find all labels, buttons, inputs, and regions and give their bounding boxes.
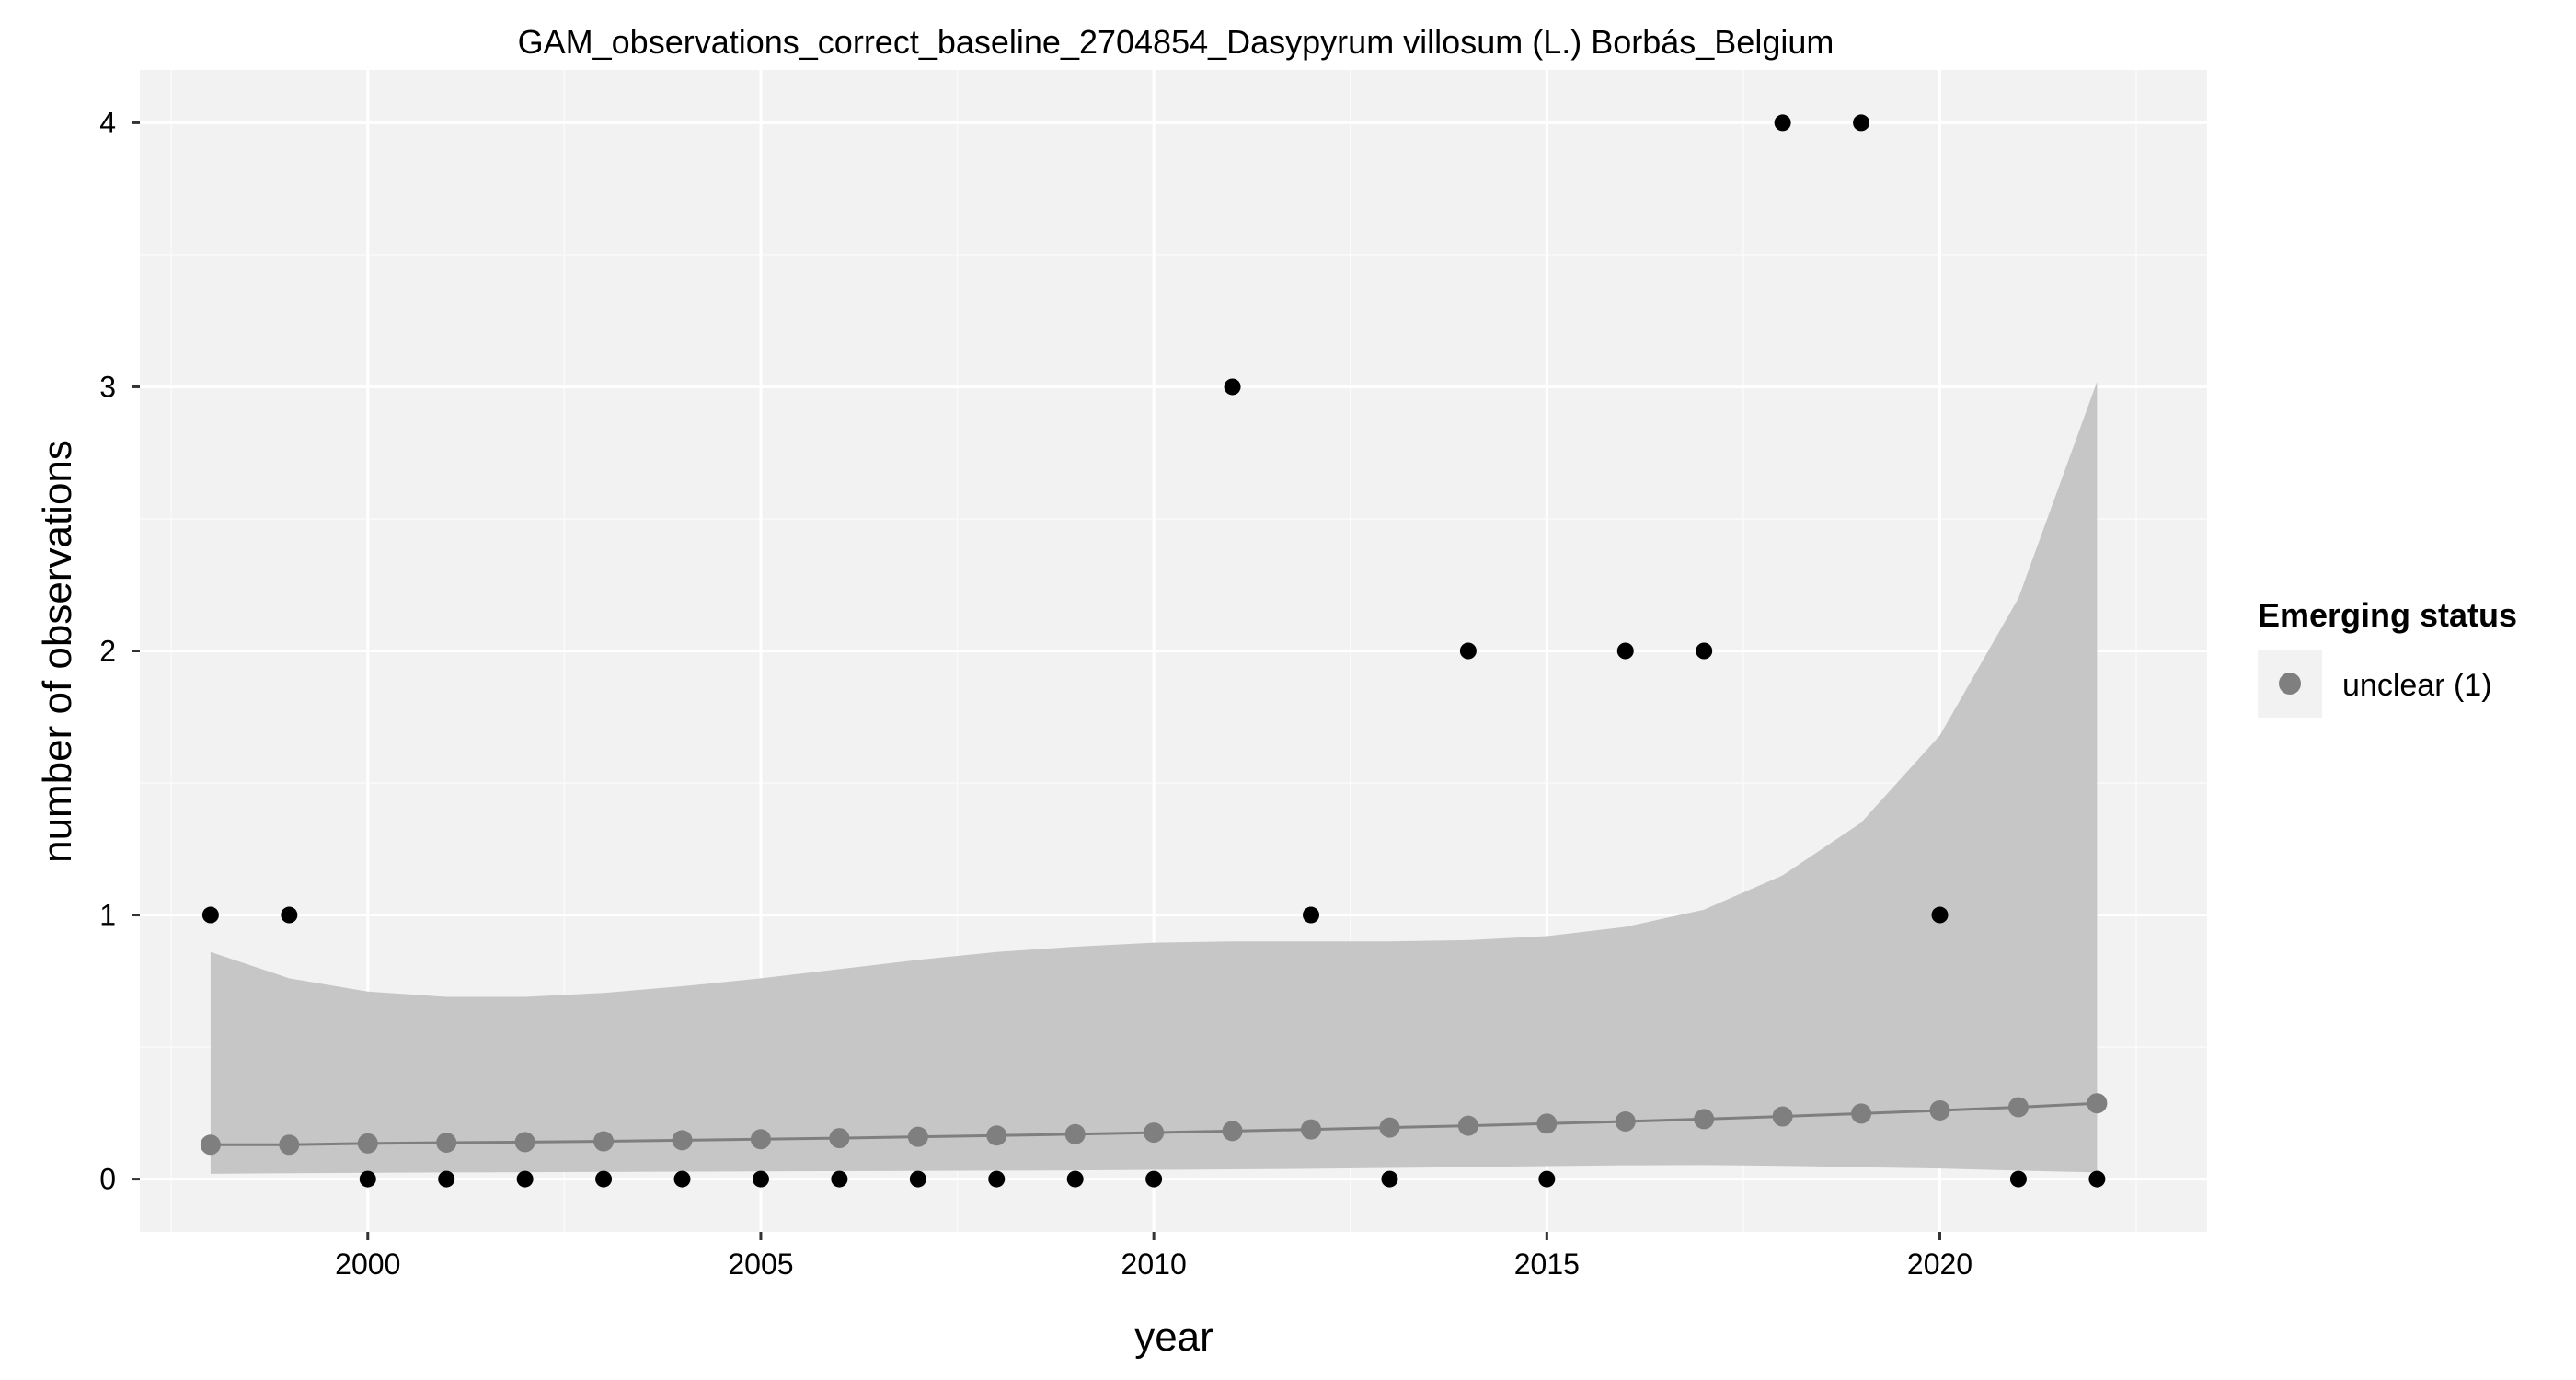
observation-point — [752, 1170, 769, 1188]
observation-point — [1066, 1170, 1084, 1188]
observation-point — [1774, 114, 1791, 132]
fit-point — [1694, 1109, 1715, 1130]
x-tick-label: 2020 — [1907, 1248, 1972, 1281]
observation-point — [2088, 1170, 2106, 1188]
fit-point — [1222, 1121, 1243, 1142]
y-tick-label: 4 — [99, 106, 116, 139]
legend-swatch — [2279, 673, 2301, 695]
fit-point — [1457, 1115, 1478, 1136]
observation-point — [1381, 1170, 1398, 1188]
fit-point — [1536, 1113, 1558, 1134]
legend-label-unclear: unclear (1) — [2342, 668, 2492, 703]
fit-point — [672, 1130, 693, 1151]
y-tick-label: 1 — [99, 899, 116, 932]
fit-point — [1615, 1111, 1636, 1133]
observations-layer — [201, 114, 2106, 1188]
fit-point — [1301, 1119, 1322, 1140]
fit-point — [200, 1134, 221, 1156]
fit-point — [1772, 1106, 1793, 1127]
fit-point — [593, 1131, 615, 1152]
fit-point — [907, 1126, 928, 1147]
y-axis-title: number of observations — [35, 440, 80, 863]
fit-point — [2087, 1093, 2108, 1114]
fit-point — [1851, 1103, 1872, 1124]
observation-point — [1303, 906, 1320, 924]
y-tick-label: 2 — [99, 635, 116, 668]
fit-point — [986, 1125, 1007, 1146]
confidence-band-layer — [210, 381, 2098, 1174]
observation-point — [1931, 906, 1949, 924]
observation-point — [281, 906, 298, 924]
x-tick-label: 2000 — [335, 1248, 400, 1281]
x-axis-title: year — [1134, 1315, 1213, 1360]
y-tick-label: 0 — [99, 1163, 116, 1196]
observation-point — [1224, 378, 1241, 396]
fit-layer — [200, 1093, 2108, 1156]
observation-point — [673, 1170, 691, 1188]
fit-point — [1929, 1099, 1950, 1121]
chart-title: GAM_observations_correct_baseline_270485… — [518, 23, 1834, 61]
observation-point — [1145, 1170, 1163, 1188]
y-tick-label: 3 — [99, 370, 116, 403]
legend-title: Emerging status — [2258, 596, 2517, 634]
x-axis: 2000 2005 2010 2015 2020 — [335, 1232, 1972, 1281]
fit-point — [1379, 1117, 1400, 1138]
fit-point — [357, 1133, 378, 1154]
observation-point — [831, 1170, 848, 1188]
observation-point — [1696, 642, 1713, 660]
observation-point — [359, 1170, 376, 1188]
x-tick-label: 2015 — [1514, 1248, 1580, 1281]
observation-point — [201, 906, 219, 924]
legend: Emerging status unclear (1) — [2258, 596, 2517, 718]
fit-point — [829, 1128, 850, 1149]
confidence-band — [210, 381, 2098, 1174]
observation-point — [516, 1170, 534, 1188]
observation-point — [438, 1170, 455, 1188]
observation-point — [909, 1170, 926, 1188]
x-tick-label: 2010 — [1121, 1248, 1187, 1281]
y-axis: 0 1 2 3 4 — [99, 106, 140, 1196]
observation-point — [1853, 114, 1870, 132]
fit-point — [514, 1132, 535, 1153]
fit-point — [279, 1134, 300, 1156]
observation-point — [1459, 642, 1477, 660]
fit-point — [2007, 1097, 2029, 1118]
fit-point — [1144, 1122, 1165, 1144]
fit-point — [750, 1129, 771, 1150]
fit-point — [1064, 1123, 1086, 1144]
observation-point — [988, 1170, 1006, 1188]
observation-point — [2009, 1170, 2027, 1188]
observation-point — [595, 1170, 613, 1188]
x-tick-label: 2005 — [728, 1248, 793, 1281]
observation-point — [1616, 642, 1634, 660]
observation-point — [1538, 1170, 1556, 1188]
fit-point — [436, 1132, 457, 1153]
